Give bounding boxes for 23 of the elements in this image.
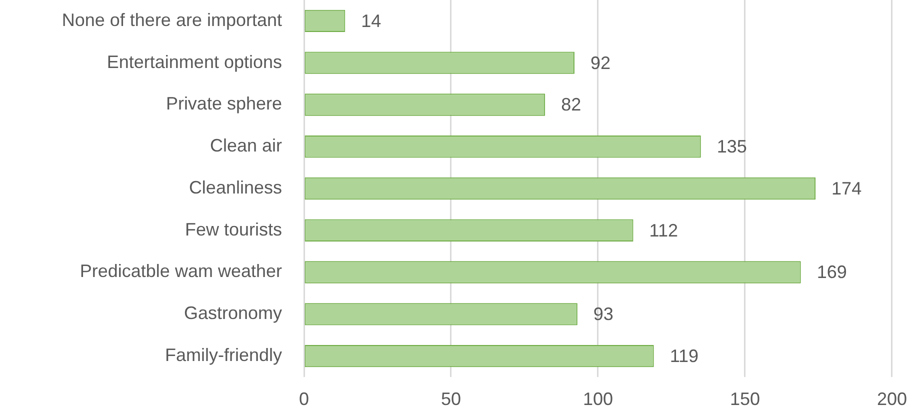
data-label: 169 — [816, 262, 847, 282]
y-tick-label: None of there are important — [62, 10, 282, 30]
y-tick-label: Family-friendly — [164, 345, 282, 366]
data-label: 92 — [590, 52, 611, 73]
data-label: 135 — [716, 136, 747, 157]
x-tick-label: 200 — [876, 388, 908, 409]
x-tick-label: 150 — [730, 388, 760, 409]
data-label: 93 — [593, 304, 614, 324]
x-tick-label: 50 — [440, 388, 462, 409]
data-label: 174 — [832, 178, 862, 198]
data-label: 119 — [670, 346, 699, 366]
data-label: 112 — [649, 220, 678, 240]
y-tick-label: Few tourists — [184, 219, 282, 240]
y-tick-label: Cleanliness — [188, 177, 282, 198]
y-tick-label: Gastronomy — [184, 303, 282, 324]
y-tick-label: Entertainment options — [106, 52, 282, 72]
x-tick-label: 0 — [298, 388, 310, 409]
data-label: 14 — [361, 10, 382, 31]
data-label: 82 — [561, 94, 582, 115]
y-tick-label: Clean air — [210, 136, 282, 156]
x-tick-label: 100 — [582, 388, 614, 409]
y-tick-label: Private sphere — [166, 94, 282, 114]
y-tick-label: Predicatble wam weather — [80, 261, 282, 282]
